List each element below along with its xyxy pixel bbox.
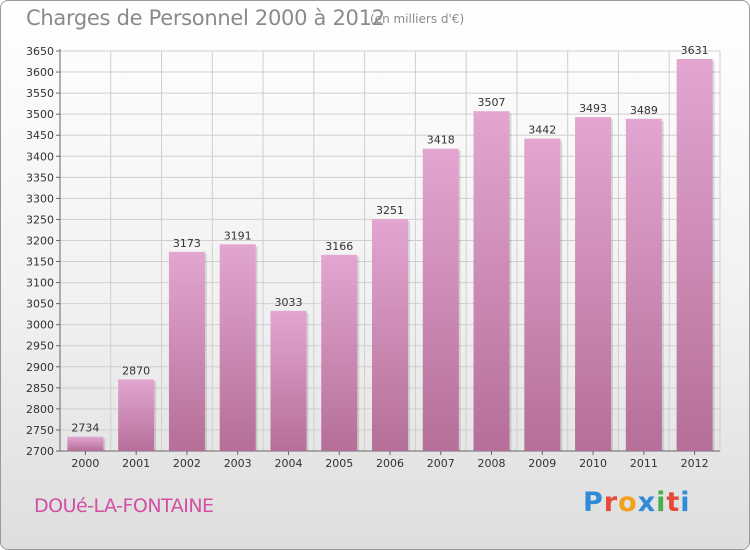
data-label: 3507 bbox=[478, 96, 506, 109]
x-tick-label: 2001 bbox=[122, 457, 150, 470]
x-tick-label: 2000 bbox=[71, 457, 99, 470]
x-tick-label: 2012 bbox=[681, 457, 709, 470]
data-label: 3173 bbox=[173, 237, 201, 250]
bar-2011 bbox=[625, 118, 662, 451]
data-label: 3631 bbox=[681, 44, 709, 57]
data-label: 2870 bbox=[122, 364, 150, 377]
y-tick-label: 3650 bbox=[26, 45, 54, 58]
bar-2002 bbox=[168, 251, 205, 451]
x-tick-label: 2008 bbox=[478, 457, 506, 470]
y-tick-label: 2700 bbox=[26, 445, 54, 458]
data-label: 3442 bbox=[528, 124, 556, 137]
y-tick-label: 2800 bbox=[26, 403, 54, 416]
bar-2000 bbox=[67, 436, 104, 451]
data-label: 3191 bbox=[224, 229, 252, 242]
proxiti-logo: Proxiti bbox=[583, 487, 691, 518]
chart-subtitle: (en milliers d'€) bbox=[370, 12, 465, 26]
bars bbox=[67, 59, 715, 452]
y-tick-label: 2750 bbox=[26, 424, 54, 437]
data-label: 3489 bbox=[630, 104, 658, 117]
x-tick-label: 2010 bbox=[579, 457, 607, 470]
bar-2007 bbox=[422, 148, 459, 451]
data-label: 3251 bbox=[376, 204, 404, 217]
y-tick-label: 3100 bbox=[26, 277, 54, 290]
y-tick-label: 3500 bbox=[26, 108, 54, 121]
bar-2010 bbox=[575, 117, 612, 452]
axes: 2700 2750 2800 2850 2900 2950 3000 3050 3100 3150… bbox=[26, 45, 720, 470]
y-tick-label: 3200 bbox=[26, 234, 54, 247]
bar-2001 bbox=[118, 379, 155, 451]
y-tick-label: 3150 bbox=[26, 256, 54, 269]
x-tick-label: 2009 bbox=[528, 457, 556, 470]
data-label: 3493 bbox=[579, 102, 607, 115]
data-label: 2734 bbox=[71, 422, 99, 435]
x-tick-label: 2002 bbox=[173, 457, 201, 470]
commune-name: DOUé-LA-FONTAINE bbox=[34, 495, 214, 517]
data-labels: 2734 2870 3173 3191 3033 3166 3251 3418 3507 3442… bbox=[71, 44, 708, 435]
x-tick-label: 2003 bbox=[224, 457, 252, 470]
x-tick-label: 2004 bbox=[274, 457, 302, 470]
x-tick-label: 2006 bbox=[376, 457, 404, 470]
y-tick-label: 3400 bbox=[26, 150, 54, 163]
y-tick-label: 2900 bbox=[26, 361, 54, 374]
bar-2008 bbox=[473, 111, 510, 452]
bar-2004 bbox=[270, 310, 307, 451]
data-label: 3166 bbox=[325, 240, 353, 253]
y-tick-label: 3300 bbox=[26, 192, 54, 205]
y-tick-label: 3450 bbox=[26, 129, 54, 142]
y-tick-label: 3350 bbox=[26, 171, 54, 184]
bar-2012 bbox=[676, 59, 713, 451]
bar-2006 bbox=[372, 219, 408, 451]
y-tick-label: 3050 bbox=[26, 298, 54, 311]
bar-2005 bbox=[321, 254, 358, 451]
bar-2003 bbox=[219, 244, 256, 451]
data-label: 3418 bbox=[427, 134, 455, 147]
y-tick-label: 2850 bbox=[26, 382, 54, 395]
y-tick-label: 3550 bbox=[26, 87, 54, 100]
x-tick-label: 2005 bbox=[325, 457, 353, 470]
x-tick-label: 2007 bbox=[427, 457, 455, 470]
bar-2009 bbox=[524, 138, 561, 451]
y-tick-label: 2950 bbox=[26, 340, 54, 353]
x-tick-label: 2011 bbox=[630, 457, 658, 470]
data-label: 3033 bbox=[274, 296, 302, 309]
y-tick-label: 3600 bbox=[26, 66, 54, 79]
y-tick-label: 3000 bbox=[26, 319, 54, 332]
chart-title: Charges de Personnel 2000 à 2012 bbox=[26, 6, 385, 30]
y-tick-label: 3250 bbox=[26, 213, 54, 226]
